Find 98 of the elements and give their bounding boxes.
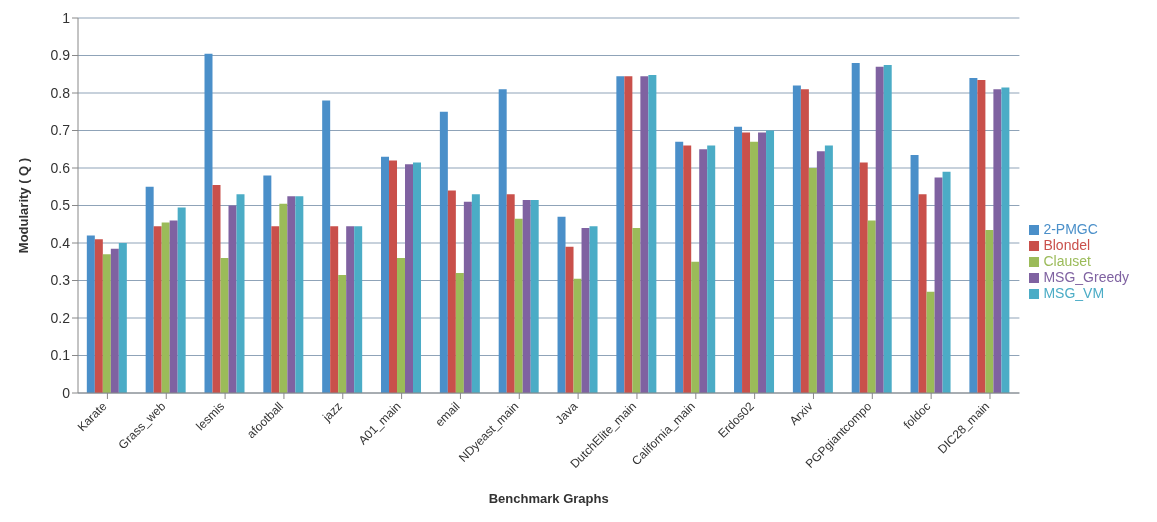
bar <box>389 160 398 393</box>
bar <box>632 228 641 393</box>
bar <box>86 235 95 393</box>
bar <box>758 132 767 393</box>
bar <box>942 171 951 393</box>
bar <box>683 145 692 393</box>
bar <box>766 130 775 393</box>
bar <box>263 175 272 393</box>
bar <box>413 162 422 393</box>
bar <box>557 216 566 393</box>
bar <box>859 162 868 393</box>
bar <box>624 76 633 393</box>
bar <box>506 194 515 393</box>
bar <box>204 53 213 393</box>
bar <box>565 246 574 393</box>
bar <box>463 201 472 393</box>
legend-label: MSG_VM <box>1043 284 1105 301</box>
bar <box>581 228 590 393</box>
bar <box>589 226 598 393</box>
bar <box>322 100 331 393</box>
y-tick-label: 0.5 <box>50 197 71 214</box>
bar <box>279 203 288 393</box>
bar <box>530 199 539 393</box>
bar <box>800 89 809 393</box>
bar <box>934 177 943 393</box>
bar <box>851 63 860 393</box>
bar <box>220 258 229 393</box>
bar <box>228 205 237 393</box>
bar <box>455 273 464 393</box>
bar <box>169 220 178 393</box>
bar <box>514 218 523 393</box>
bar <box>447 190 456 393</box>
bar <box>926 291 935 393</box>
bar <box>792 85 801 393</box>
bar <box>969 78 978 393</box>
legend-label: Clauset <box>1043 252 1091 269</box>
y-tick-label: 1 <box>62 9 71 26</box>
bar <box>346 226 355 393</box>
bar <box>616 76 625 393</box>
bar <box>808 168 817 393</box>
bar <box>875 66 884 393</box>
bar <box>271 226 280 393</box>
bar <box>867 220 876 393</box>
bar <box>734 126 743 393</box>
y-tick-label: 0.1 <box>50 347 71 364</box>
bar <box>354 226 363 393</box>
bar <box>699 149 708 393</box>
bar <box>287 196 296 393</box>
bar <box>118 243 127 393</box>
y-tick-label: 0.2 <box>50 309 71 326</box>
y-tick-label: 0 <box>62 384 71 401</box>
bar <box>439 111 448 393</box>
bar <box>675 141 684 393</box>
bar <box>910 154 919 393</box>
bar <box>985 229 994 393</box>
bar <box>330 226 339 393</box>
bar <box>750 141 759 393</box>
bar <box>405 164 414 393</box>
bar <box>816 151 825 393</box>
bar <box>381 156 390 393</box>
legend-label: Blondel <box>1043 236 1091 253</box>
legend-label: 2-PMGC <box>1043 220 1098 237</box>
bar <box>94 239 103 393</box>
y-axis-title: Modularity ( Q ) <box>15 157 31 254</box>
y-tick-label: 0.3 <box>50 272 71 289</box>
bar <box>707 145 716 393</box>
bar <box>522 199 531 393</box>
y-tick-label: 0.8 <box>50 84 71 101</box>
bar <box>824 145 833 393</box>
bar <box>742 132 751 393</box>
bar <box>110 248 119 393</box>
bar <box>212 184 221 393</box>
y-tick-label: 0.7 <box>50 122 71 139</box>
bar <box>573 278 582 393</box>
bar <box>161 222 170 393</box>
bar <box>102 254 111 393</box>
bar <box>883 64 892 393</box>
y-tick-label: 0.6 <box>50 159 71 176</box>
bar <box>177 207 186 393</box>
bar <box>145 186 154 393</box>
bar <box>471 194 480 393</box>
bar <box>691 261 700 393</box>
legend-label: MSG_Greedy <box>1043 268 1129 285</box>
bar <box>153 226 162 393</box>
y-tick-label: 0.9 <box>50 47 71 64</box>
bar <box>236 194 245 393</box>
bar <box>397 258 406 393</box>
bar <box>1001 87 1010 393</box>
x-axis-title: Benchmark Graphs <box>488 491 609 506</box>
y-tick-label: 0.4 <box>50 234 71 251</box>
bar <box>977 79 986 393</box>
bar <box>498 89 507 393</box>
bar <box>640 76 649 393</box>
bar <box>338 274 347 393</box>
bar <box>993 89 1002 393</box>
bar <box>295 196 304 393</box>
bar <box>918 194 927 393</box>
bar <box>648 75 657 393</box>
